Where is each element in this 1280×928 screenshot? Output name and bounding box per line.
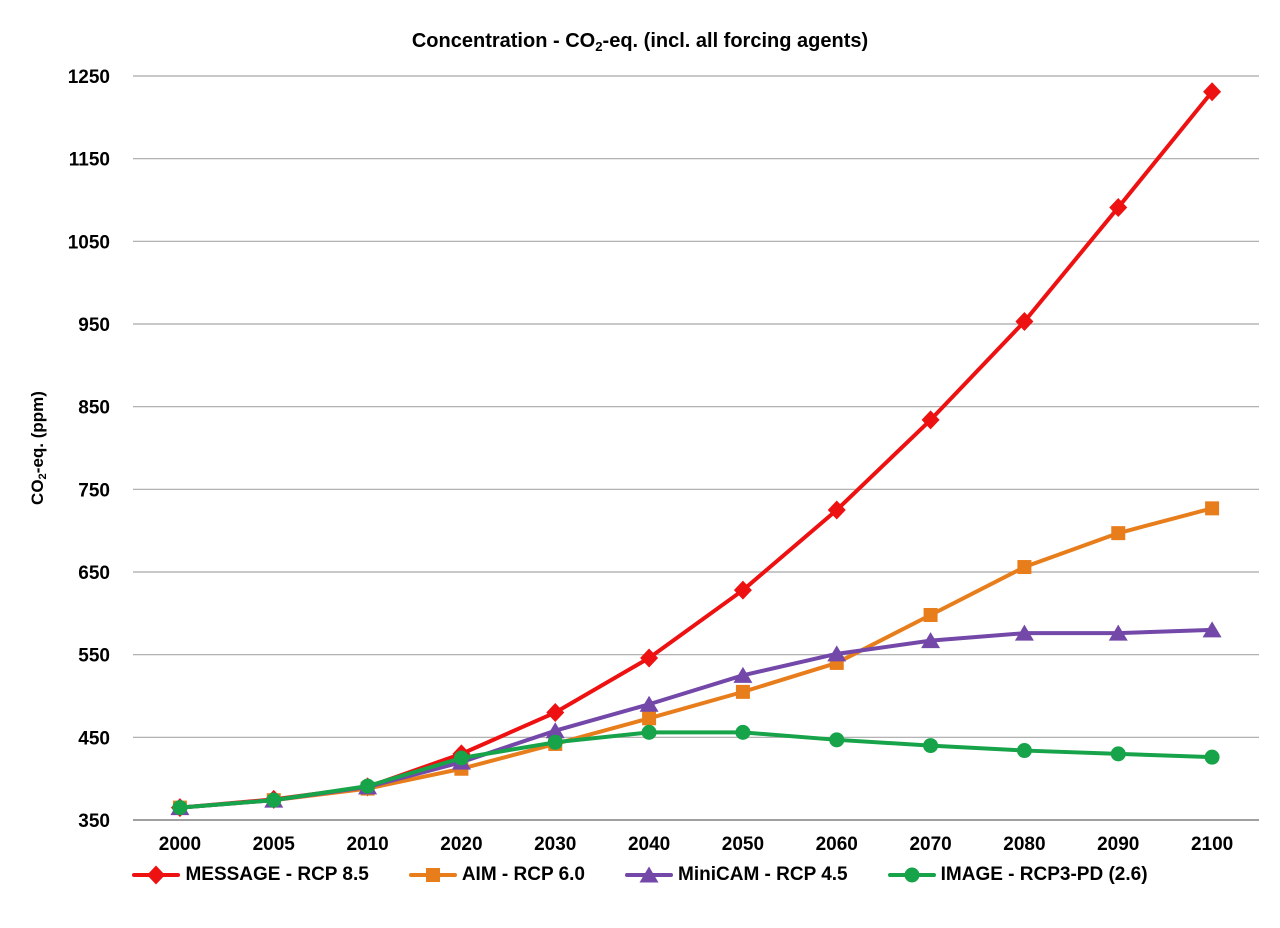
data-point-marker <box>829 732 845 748</box>
data-point-marker <box>172 800 188 816</box>
data-point-marker <box>733 580 752 600</box>
x-tick-label: 2000 <box>159 834 201 855</box>
data-point-marker <box>545 722 565 739</box>
legend: MESSAGE - RCP 8.5 AIM - RCP 6.0 MiniCAM … <box>0 864 1280 886</box>
chart-title-text-post: -eq. (incl. all forcing agents) <box>602 30 869 52</box>
chart-title-text-pre: Concentration - CO <box>411 30 596 52</box>
data-point-marker <box>923 607 938 622</box>
legend-label: AIM - RCP 6.0 <box>461 864 586 885</box>
x-tick-label: 2020 <box>440 834 482 855</box>
data-point-marker <box>733 666 753 683</box>
data-point-marker <box>546 703 565 723</box>
data-point-marker <box>923 738 939 754</box>
triangle-marker-icon <box>625 866 674 883</box>
series-line <box>177 506 1215 810</box>
x-tick-label: 2080 <box>1003 834 1045 855</box>
data-point-marker <box>453 750 469 766</box>
y-tick-label: 350 <box>78 811 110 832</box>
legend-item-image-rcp3-pd-2-6: IMAGE - RCP3-PD (2.6) <box>887 864 1148 886</box>
y-axis-title: CO2-eq. (ppm) <box>28 391 50 505</box>
data-point-marker <box>1014 624 1034 641</box>
circle-marker-icon <box>887 867 936 883</box>
legend-item-minicam-rcp4-5: MiniCAM - RCP 4.5 <box>625 864 848 886</box>
square-marker-icon <box>408 868 457 882</box>
diamond-marker-icon <box>132 865 181 885</box>
data-point-marker <box>1205 501 1220 516</box>
series-line <box>177 627 1215 810</box>
legend-marker <box>147 865 166 885</box>
x-tick-label: 2010 <box>346 834 388 855</box>
data-point-marker <box>921 632 941 649</box>
data-point-marker <box>1109 197 1128 217</box>
y-tick-label: 550 <box>78 646 110 667</box>
x-tick-label: 2070 <box>909 834 951 855</box>
data-point-marker <box>1202 621 1222 638</box>
series-line <box>177 89 1215 810</box>
chart-title-subscript: 2 <box>595 38 603 54</box>
data-point-marker <box>1203 82 1222 102</box>
y-tick-label: 850 <box>78 398 110 419</box>
y-tick-label: 750 <box>78 480 110 501</box>
y-tick-label: 1150 <box>69 150 110 171</box>
y-tick-label: 1050 <box>68 232 110 253</box>
chart-title: Concentration - CO2-eq. (incl. all forci… <box>0 30 1280 54</box>
y-tick-label: 450 <box>78 728 110 749</box>
y-axis-title-post: -eq. (ppm) <box>28 391 47 474</box>
y-tick-label: 950 <box>78 315 110 336</box>
y-axis-title-pre: CO <box>28 479 47 505</box>
x-tick-label: 2050 <box>722 834 764 855</box>
data-point-marker <box>639 695 659 712</box>
data-point-marker <box>1015 312 1034 332</box>
data-point-marker <box>827 500 846 520</box>
x-tick-label: 2005 <box>253 834 296 855</box>
legend-item-message-rcp8-5: MESSAGE - RCP 8.5 <box>132 864 369 886</box>
data-point-marker <box>1017 560 1032 575</box>
series-triangle <box>170 621 1222 816</box>
series-square <box>172 501 1220 815</box>
data-point-marker <box>1016 743 1032 759</box>
data-point-marker <box>360 778 376 794</box>
data-point-marker <box>827 645 847 662</box>
x-tick-label: 2090 <box>1097 834 1139 855</box>
legend-marker <box>639 866 659 883</box>
legend-marker <box>904 867 920 883</box>
legend-marker <box>425 868 440 882</box>
data-point-marker <box>640 648 659 668</box>
legend-label: MESSAGE - RCP 8.5 <box>185 864 369 885</box>
series-circle <box>172 724 1220 816</box>
y-axis-title-subscript: 2 <box>37 473 50 480</box>
data-point-marker <box>921 410 940 430</box>
data-point-marker <box>547 734 563 750</box>
data-point-marker <box>641 724 657 740</box>
x-tick-label: 2060 <box>816 834 858 855</box>
data-point-marker <box>1110 746 1126 762</box>
series-line <box>177 730 1215 810</box>
data-point-marker <box>1111 526 1126 541</box>
data-point-marker <box>735 724 751 740</box>
y-tick-label: 1250 <box>68 67 110 88</box>
legend-label: MiniCAM - RCP 4.5 <box>678 864 848 885</box>
data-point-marker <box>642 711 657 726</box>
x-tick-label: 2030 <box>534 834 576 855</box>
legend-item-aim-rcp6-0: AIM - RCP 6.0 <box>408 864 586 886</box>
data-point-marker <box>735 684 750 699</box>
x-tick-label: 2040 <box>628 834 670 855</box>
legend-label: IMAGE - RCP3-PD (2.6) <box>940 864 1148 885</box>
y-tick-label: 650 <box>78 563 110 584</box>
data-point-marker <box>1108 624 1128 641</box>
x-tick-label: 2100 <box>1191 834 1233 855</box>
data-point-marker <box>266 792 282 808</box>
data-point-marker <box>1204 749 1220 765</box>
